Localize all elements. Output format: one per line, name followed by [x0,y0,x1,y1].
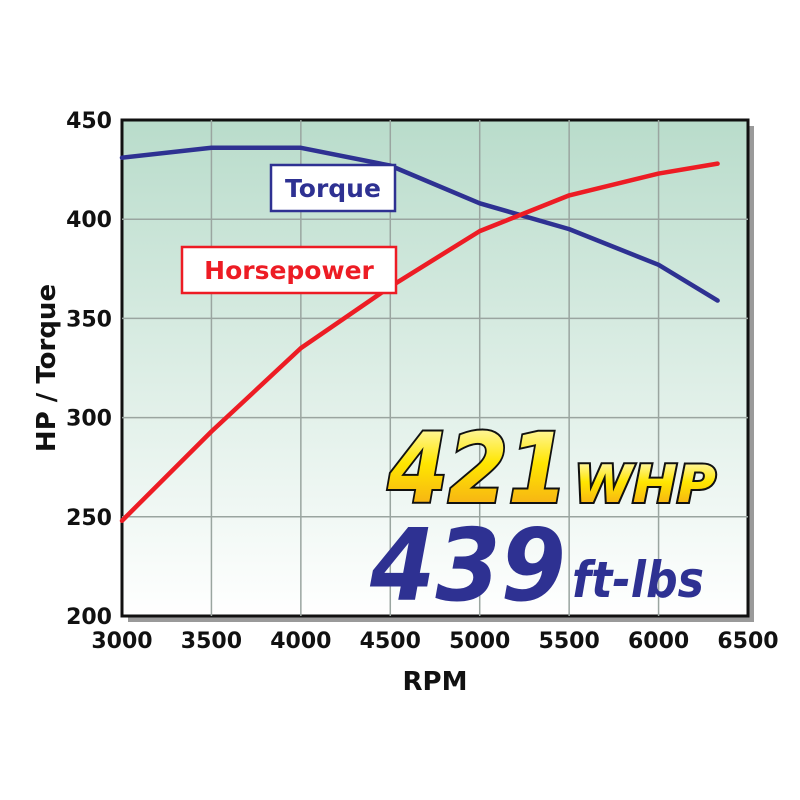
hp-callout: 421 WHP [385,411,718,527]
x-tick-label: 6500 [717,629,778,654]
series-line-horsepower [119,161,720,524]
x-tick-label: 4000 [270,629,331,654]
y-axis-label: HP / Torque [32,284,62,452]
y-tick-label: 250 [66,506,112,531]
series-line-torque [119,145,720,303]
y-tick-label: 200 [66,605,112,630]
x-axis-label: RPM [403,667,468,697]
y-tick-label: 400 [66,208,112,233]
x-tick-label: 5500 [539,629,600,654]
x-tick-label: 3000 [91,629,152,654]
plot-area [120,118,750,618]
torque-unit: ft-lbs [572,551,704,609]
torque-callout: 439 ft-lbs [369,507,704,624]
torque-value: 439 [369,507,566,624]
y-tick-label: 450 [66,109,112,134]
x-tick-label: 5000 [449,629,510,654]
y-tick-label: 300 [66,407,112,432]
x-tick-label: 4500 [360,629,421,654]
legend-horsepower-label: Horsepower [204,256,374,285]
y-tick-label: 350 [66,307,112,332]
hp-unit: WHP [574,455,716,515]
x-tick-label: 3500 [181,629,242,654]
x-tick-label: 6000 [628,629,689,654]
legend-horsepower: Horsepower [180,245,398,295]
hp-value: 421 [387,413,568,525]
legend-torque-label: Torque [285,174,381,203]
legend-torque: Torque [269,163,397,213]
